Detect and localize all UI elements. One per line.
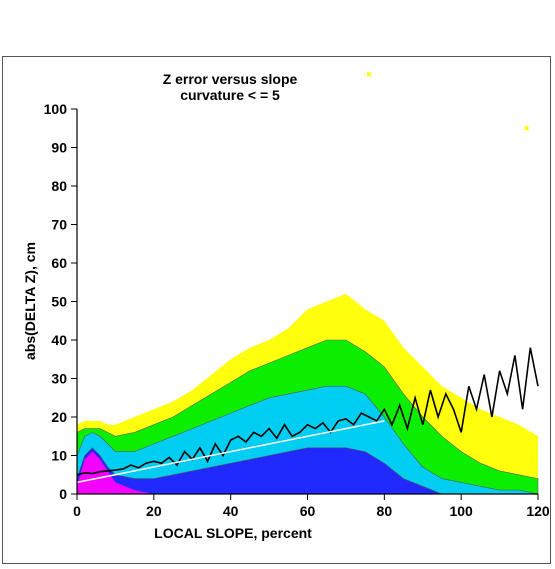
y-tick-label-10: 10	[51, 448, 67, 464]
x-tick-label-20: 20	[146, 503, 162, 519]
tick-labels: 0 20 40 60 80 100 120 0 10 20 30 40 50 60 70 80 90 100	[44, 101, 550, 519]
x-tick-label-0: 0	[73, 503, 81, 519]
density-band-cyan	[76, 385, 539, 495]
y-tick-label-0: 0	[59, 486, 67, 502]
chart-svg: 0 20 40 60 80 100 120 0 10 20 30 40 50 60 70 80 90 100 Z …	[22, 71, 550, 541]
y-tick-label-70: 70	[51, 217, 67, 233]
x-tick-label-80: 80	[377, 503, 393, 519]
y-tick-label-80: 80	[51, 178, 67, 194]
y-tick-label-60: 60	[51, 255, 67, 271]
outlier-point-0	[524, 126, 529, 131]
x-tick-label-60: 60	[300, 503, 316, 519]
y-tick-label-100: 100	[44, 101, 68, 117]
outlier-point-1	[366, 72, 371, 77]
y-tick-label-30: 30	[51, 371, 67, 387]
chart-lines	[76, 347, 539, 484]
series-line-white-trend	[76, 420, 385, 484]
x-tick-label-100: 100	[449, 503, 473, 519]
y-tick-label-90: 90	[51, 140, 67, 156]
chart-subtitle: curvature < = 5	[180, 87, 280, 103]
x-tick-label-120: 120	[526, 503, 550, 519]
series-line-black-jagged	[76, 347, 539, 476]
x-axis-label: LOCAL SLOPE, percent	[154, 525, 312, 541]
density-field	[76, 72, 539, 495]
y-tick-label-20: 20	[51, 409, 67, 425]
x-tick-label-40: 40	[223, 503, 239, 519]
chart-frame: 0 20 40 60 80 100 120 0 10 20 30 40 50 60 70 80 90 100 Z …	[2, 56, 551, 564]
density-band-magenta	[77, 451, 538, 494]
y-axis-label: abs(DELTA Z), cm	[22, 242, 38, 360]
axes	[71, 108, 539, 500]
chart-title: Z error versus slope	[163, 71, 298, 87]
y-tick-label-50: 50	[51, 294, 67, 310]
y-tick-label-40: 40	[51, 332, 67, 348]
